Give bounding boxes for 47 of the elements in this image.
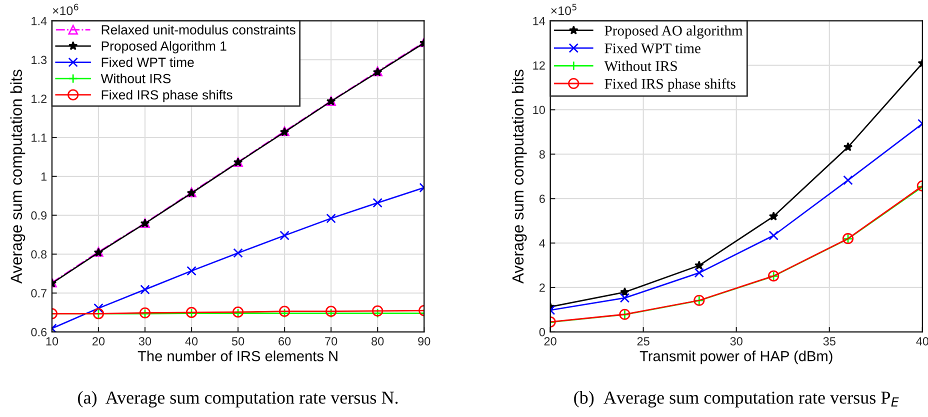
x-axis-title: Transmit power of HAP (dBm) (640, 350, 832, 364)
y-tick-label: 10 (533, 106, 545, 114)
x-tick-label: 40 (185, 337, 198, 346)
x-tick-label: 90 (418, 337, 430, 346)
y-tick-label: 0.8 (31, 250, 47, 259)
y-tick-label: 12 (533, 61, 545, 70)
legend-label: Fixed IRS phase shifts (604, 78, 736, 92)
y-axis-title: Average sum computation bits (10, 70, 26, 284)
x-tick-label: 50 (232, 337, 244, 346)
text: ×10$^{6}$ (52, 4, 78, 16)
y-tick-label: 14 (533, 17, 546, 26)
text: (a) Average sum computation rate versus N. (78, 391, 398, 408)
y-tick-label: 0.7 (31, 289, 47, 298)
legend-label: Proposed Algorithm 1 (102, 41, 226, 54)
legend-label: Without IRS (100, 74, 171, 84)
legend-label: Fixed IRS phase shifts (102, 90, 232, 102)
legend-label: Proposed AO algorithm (604, 25, 743, 39)
x-tick-label: 60 (278, 337, 291, 346)
x-tick-label: 35 (823, 337, 836, 346)
y-tick-label: 1.4 (32, 17, 47, 26)
x-tick-label: 70 (325, 337, 338, 346)
y-tick-label: 8 (539, 150, 545, 159)
x-tick-label: 30 (730, 337, 742, 346)
y-tick-label: 2 (539, 284, 545, 292)
y-tick-label: 1.2 (32, 94, 47, 103)
y-tick-label: 1.1 (32, 134, 47, 142)
x-tick-label: 30 (138, 337, 152, 346)
y-tick-label: 4 (539, 239, 546, 248)
legend-label: Without IRS (604, 60, 677, 72)
y-tick-label: 0 (539, 328, 545, 336)
y-tick-label: 0.6 (31, 328, 47, 336)
y-tick-label: 0.9 (31, 211, 47, 220)
y-tick-label: 1.3 (32, 56, 47, 64)
x-tick-label: 80 (372, 337, 384, 346)
x-tick-label: 25 (637, 337, 650, 346)
x-tick-label: 20 (544, 337, 556, 346)
legend-label: Fixed WPT time (604, 43, 700, 54)
x-tick-label: 10 (46, 337, 58, 346)
legend-label: Fixed WPT time (102, 57, 194, 68)
x-axis-title: The number of IRS elements N (138, 350, 338, 362)
legend-label: Relaxed unit-modulus constraints (102, 24, 296, 34)
text: ×10$^{5}$ (551, 4, 576, 16)
y-tick-label: 1 (41, 172, 47, 181)
text: (b) Average sum computation rate versus P$_{E}$ (574, 391, 899, 408)
y-tick-label: 6 (539, 194, 545, 204)
x-tick-label: 20 (92, 337, 105, 346)
y-axis-title: Average sum computation bits (512, 70, 527, 284)
